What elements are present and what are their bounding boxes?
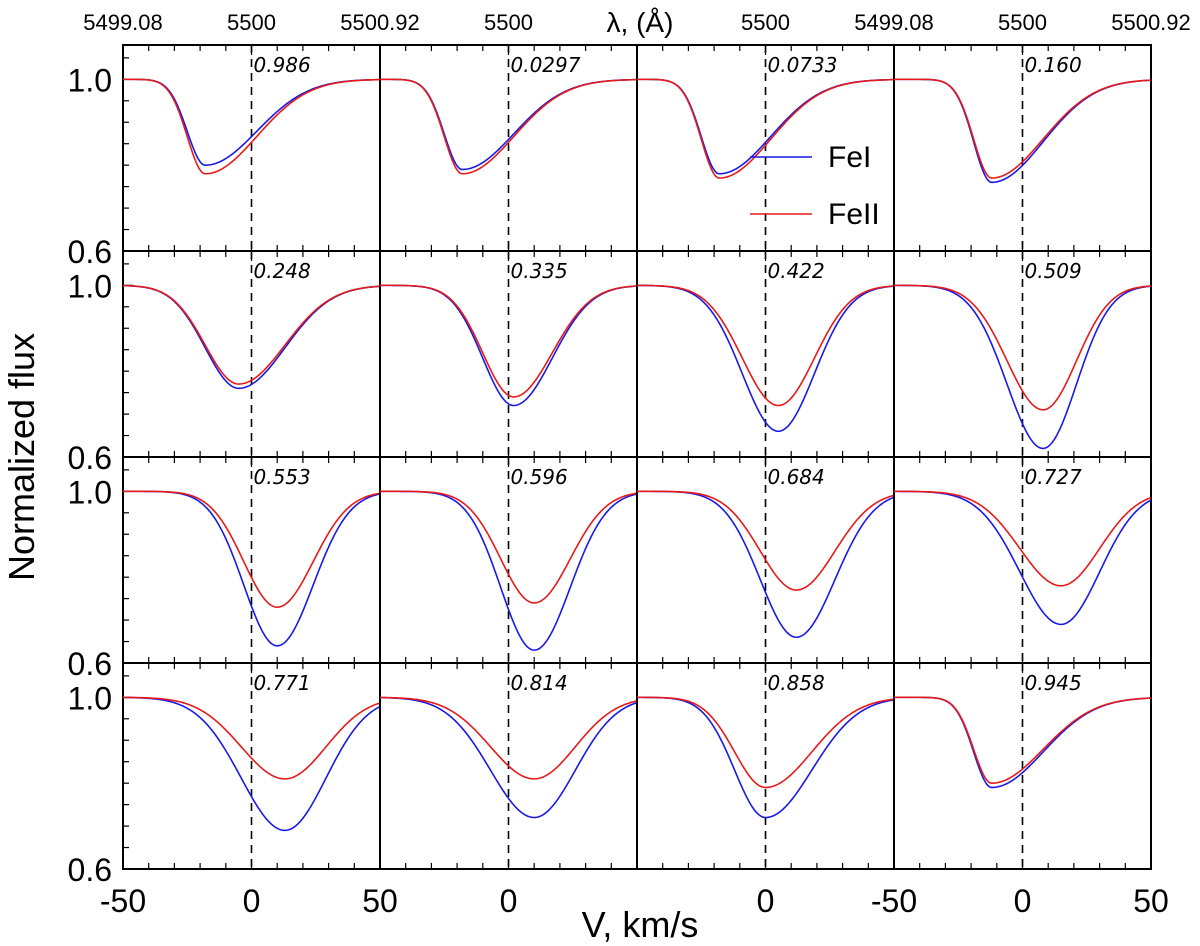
x-tick-label: 0 xyxy=(757,883,775,919)
y-tick-label: 1.0 xyxy=(68,62,112,98)
series-line-feii xyxy=(894,490,1152,587)
x-tick-label: 50 xyxy=(362,883,398,919)
top-tick-label: 5500 xyxy=(741,10,790,35)
series-line-feii xyxy=(122,284,381,385)
series-line-fei xyxy=(379,284,638,407)
phase-label: 0.771 xyxy=(254,671,311,695)
panel-5: 0.248 xyxy=(122,250,381,458)
x-tick-label: 0 xyxy=(500,883,518,919)
phase-label: 0.986 xyxy=(254,53,311,77)
top-tick-label: 5500 xyxy=(227,10,276,35)
phase-label: 0.0297 xyxy=(511,53,581,77)
series-line-feii xyxy=(123,490,381,609)
y-tick-label: 1.0 xyxy=(68,268,112,304)
legend-label-feii: FeII xyxy=(828,198,880,231)
phase-label: 0.248 xyxy=(254,259,311,283)
x-tick-label: 0 xyxy=(243,883,261,919)
series-line-feii xyxy=(637,78,895,179)
top-tick-label: 5500.92 xyxy=(340,10,420,35)
series-line-feii xyxy=(894,78,1152,179)
phase-label: 0.509 xyxy=(1025,259,1082,283)
top-tick-label: 5500 xyxy=(484,10,533,35)
panel-2: 0.0297 xyxy=(379,44,638,252)
y-tick-label: 0.6 xyxy=(68,852,112,888)
x-axis-label: V, km/s xyxy=(582,904,699,945)
y-tick-label: 0.6 xyxy=(68,440,112,476)
phase-label: 0.0733 xyxy=(768,53,838,77)
x-tick-label: -50 xyxy=(871,883,917,919)
series-line-feii xyxy=(894,696,1152,784)
series-line-feii xyxy=(122,696,381,780)
phase-label: 0.160 xyxy=(1025,53,1082,77)
series-line-feii xyxy=(380,284,638,398)
panel-10: 0.596 xyxy=(379,456,638,664)
panels-grid: 0.986 0.0297 0.0733 0.160 0.248 0.335 0.422 0.5… xyxy=(68,10,1191,919)
phase-label: 0.335 xyxy=(511,259,568,283)
series-line-feii xyxy=(380,490,638,604)
top-axis-label: λ, (Å) xyxy=(607,7,674,38)
panel-4: 0.160 xyxy=(893,44,1152,252)
phase-label: 0.684 xyxy=(768,465,825,489)
phase-label: 0.814 xyxy=(511,671,568,695)
top-tick-label: 5500.92 xyxy=(1111,10,1191,35)
panel-15: 0.858 xyxy=(636,662,895,870)
x-tick-label: 50 xyxy=(1133,883,1169,919)
phase-label: 0.422 xyxy=(768,259,825,283)
y-axis-label: Normalized flux xyxy=(1,333,42,581)
panel-16: 0.945 xyxy=(893,662,1152,870)
top-tick-label: 5499.08 xyxy=(83,10,163,35)
legend-label-fei: FeI xyxy=(828,141,871,174)
y-tick-label: 0.6 xyxy=(68,234,112,270)
panel-1: 0.986 xyxy=(122,44,381,252)
top-tick-label: 5500 xyxy=(998,10,1047,35)
series-line-feii xyxy=(379,696,638,780)
x-tick-label: 0 xyxy=(1014,883,1032,919)
panel-8: 0.509 xyxy=(893,250,1152,458)
series-line-feii xyxy=(637,696,895,789)
series-line-feii xyxy=(894,284,1152,411)
x-tick-label: -50 xyxy=(100,883,146,919)
panel-14: 0.814 xyxy=(379,662,638,870)
series-line-feii xyxy=(637,284,895,407)
series-line-feii xyxy=(380,78,638,175)
series-line-feii xyxy=(637,490,895,591)
legend: FeI FeII xyxy=(750,141,880,231)
panel-9: 0.553 xyxy=(122,456,381,664)
series-line-fei xyxy=(122,696,381,832)
phase-label: 0.596 xyxy=(511,465,568,489)
panel-13: 0.771 xyxy=(122,662,381,870)
panel-12: 0.727 xyxy=(893,456,1152,664)
phase-label: 0.727 xyxy=(1025,465,1083,489)
y-tick-label: 1.0 xyxy=(68,680,112,716)
series-line-fei xyxy=(379,696,638,819)
phase-label: 0.553 xyxy=(254,465,311,489)
panel-7: 0.422 xyxy=(636,250,895,458)
y-tick-label: 1.0 xyxy=(68,474,112,510)
panel-11: 0.684 xyxy=(636,456,895,664)
top-tick-label: 5499.08 xyxy=(854,10,934,35)
y-tick-label: 0.6 xyxy=(68,646,112,682)
phase-label: 0.945 xyxy=(1025,671,1082,695)
series-line-fei xyxy=(636,696,895,819)
phase-label: 0.858 xyxy=(768,671,825,695)
series-line-feii xyxy=(123,78,381,175)
panel-6: 0.335 xyxy=(379,250,638,458)
